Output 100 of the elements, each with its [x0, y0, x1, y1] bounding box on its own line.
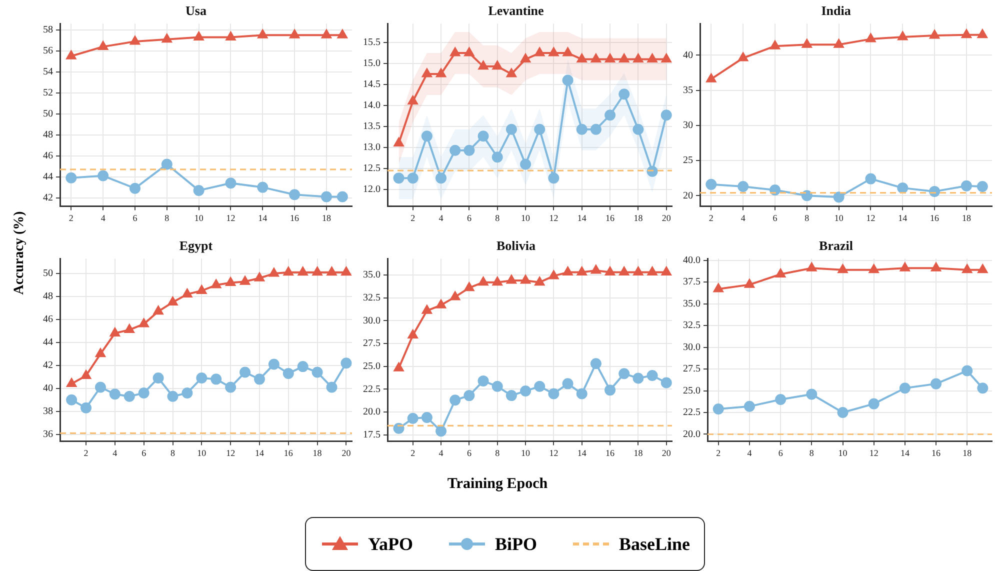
chart-title: Bolivia [496, 238, 536, 254]
x-tick-label: 4 [438, 212, 444, 223]
point [492, 152, 503, 163]
y-tick-label: 14.5 [363, 79, 380, 90]
x-tick-label: 12 [549, 448, 558, 458]
y-tick-label: 50 [43, 108, 53, 120]
point [562, 47, 573, 56]
point [738, 52, 748, 62]
point [619, 266, 630, 276]
point [326, 382, 338, 393]
point [257, 182, 268, 193]
y-axis-title: Accuracy (%) [12, 210, 28, 297]
x-tick-label: 10 [834, 212, 844, 223]
point [66, 378, 76, 388]
y-tick-label: 42 [43, 192, 53, 204]
point [109, 388, 120, 400]
point [478, 276, 488, 286]
legend-label: BaseLine [619, 534, 690, 554]
point [738, 181, 749, 192]
point [254, 374, 265, 385]
x-tick-label: 8 [809, 448, 814, 458]
point [421, 130, 432, 142]
point [268, 358, 280, 370]
y-tick-label: 44 [43, 171, 53, 182]
point [605, 54, 615, 63]
point [492, 276, 502, 286]
point [898, 31, 908, 40]
point [422, 305, 432, 314]
point [506, 275, 516, 284]
x-tick-label: 14 [577, 212, 587, 223]
point [977, 382, 988, 394]
point [492, 60, 502, 70]
point [492, 380, 503, 392]
point [978, 29, 988, 38]
x-tick-label: 6 [132, 212, 138, 223]
x-tick-label: 16 [932, 448, 942, 458]
point [833, 192, 844, 203]
x-tick-label: 16 [606, 212, 616, 223]
point [632, 372, 644, 384]
point [962, 365, 973, 376]
point [340, 358, 352, 369]
x-axis-title: Training Epoch [446, 476, 549, 493]
point [464, 282, 474, 292]
point [576, 124, 588, 135]
point [868, 398, 880, 410]
point [962, 29, 972, 38]
point [124, 390, 135, 402]
x-tick-label: 10 [521, 212, 531, 223]
y-tick-label: 17.5 [363, 429, 380, 440]
point [394, 362, 404, 372]
point [976, 181, 988, 192]
point [520, 54, 530, 63]
point [591, 264, 601, 274]
x-tick-label: 12 [226, 448, 236, 458]
chart-title: Brazil [819, 238, 854, 254]
point [618, 88, 630, 100]
point [548, 388, 560, 400]
point [289, 189, 300, 200]
point [258, 30, 268, 38]
point [421, 412, 432, 423]
point [633, 266, 644, 276]
y-tick-label: 30 [683, 120, 693, 132]
point [240, 276, 250, 285]
chart-title: India [821, 3, 852, 18]
chart-title: Egypt [179, 238, 214, 254]
point [110, 328, 120, 336]
point [806, 388, 818, 400]
point [562, 266, 573, 276]
x-tick-label: 2 [716, 448, 721, 458]
point [647, 54, 658, 63]
y-tick-label: 58 [43, 24, 53, 36]
x-tick-label: 10 [197, 448, 207, 458]
x-tick-label: 10 [521, 448, 531, 458]
point [590, 358, 602, 370]
point [520, 385, 532, 396]
point [290, 30, 300, 38]
point [210, 374, 222, 385]
point [838, 264, 848, 274]
point [604, 110, 616, 121]
point [897, 182, 908, 194]
x-tick-label: 12 [869, 448, 878, 458]
y-tick-label: 20 [683, 190, 693, 202]
point [282, 368, 294, 379]
x-tick-label: 2 [410, 212, 416, 223]
point [393, 172, 404, 184]
point [436, 426, 447, 437]
point [478, 375, 489, 386]
point [98, 41, 108, 50]
x-tick-label: 18 [962, 448, 972, 458]
point [534, 380, 546, 392]
point [548, 172, 560, 184]
point [520, 158, 532, 170]
x-tick-label: 20 [662, 448, 672, 458]
y-tick-label: 56 [43, 46, 53, 57]
y-tick-label: 15.5 [363, 37, 380, 48]
point [478, 60, 488, 70]
x-tick-label: 6 [772, 212, 778, 223]
point [326, 266, 337, 276]
chart-title: Usa [186, 3, 207, 18]
point [138, 318, 149, 328]
